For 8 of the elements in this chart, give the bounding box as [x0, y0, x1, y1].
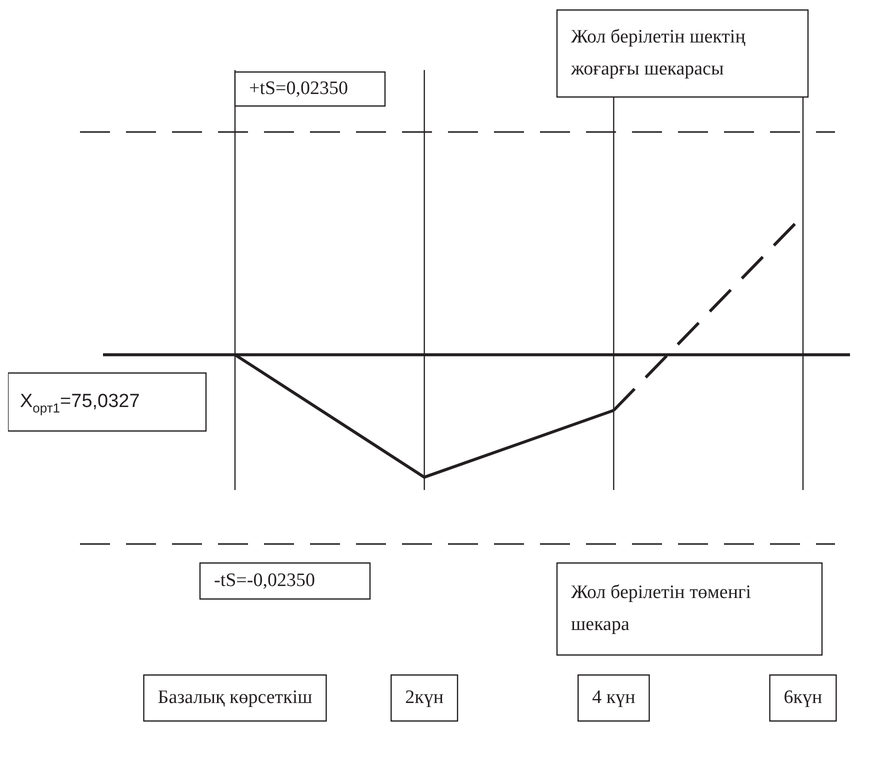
x-tick-label: 4 күн: [592, 686, 636, 708]
x-tick-label: 6күн: [784, 686, 822, 708]
text: +tS=0,02350: [249, 78, 348, 99]
x-tick-label: 2күн: [405, 686, 444, 708]
x-tick-label: Базалық көрсеткіш: [158, 686, 313, 708]
text: Жол берілетін төменгі шекара: [571, 582, 752, 635]
text: -tS=-0,02350: [214, 570, 315, 591]
text: Жол берілетін шектің жоғарғы шекарасы: [570, 26, 746, 80]
